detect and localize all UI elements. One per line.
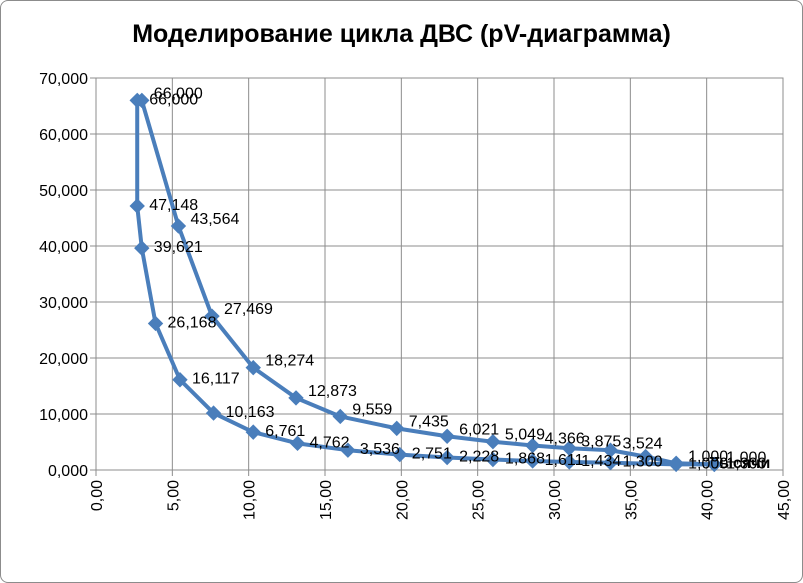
- data-label: 7,435: [409, 413, 449, 430]
- data-point: [289, 435, 306, 452]
- data-point: [205, 405, 222, 421]
- x-tick-label: 0,00: [89, 480, 106, 511]
- data-point: [485, 434, 501, 450]
- data-point: [668, 455, 684, 471]
- data-point: [392, 446, 408, 463]
- data-label: 26,168: [168, 314, 217, 331]
- data-point: [245, 424, 261, 440]
- plot-area: [95, 77, 784, 471]
- data-label: 12,873: [308, 383, 357, 400]
- data-point: [524, 453, 541, 469]
- data-label: 18,274: [265, 353, 314, 370]
- data-point: [170, 218, 187, 234]
- data-label: 27,469: [224, 301, 273, 318]
- data-label: 1,000: [688, 448, 728, 465]
- data-label: 10,163: [226, 404, 275, 421]
- x-tick-label: 30,00: [547, 480, 564, 520]
- data-point: [134, 240, 150, 256]
- data-label: 66,000: [149, 91, 198, 108]
- data-label: 2,228: [459, 449, 499, 466]
- y-tick-label: 0,000: [48, 463, 88, 480]
- data-label: 43,564: [190, 211, 239, 228]
- data-point: [561, 440, 577, 457]
- data-point: [561, 454, 577, 470]
- y-tick-label: 50,000: [39, 183, 88, 200]
- data-label: 1,868: [505, 451, 545, 468]
- data-point: [332, 408, 348, 425]
- y-tick-label: 60,000: [39, 127, 88, 144]
- y-tick-label: 40,000: [39, 239, 88, 256]
- data-point: [485, 451, 501, 468]
- y-tick-label: 20,000: [39, 351, 88, 368]
- data-label: 5,049: [505, 427, 545, 444]
- data-point: [204, 308, 220, 324]
- x-tick-label: 15,00: [318, 480, 335, 520]
- x-tick-label: 35,00: [623, 480, 640, 520]
- data-point: [439, 428, 455, 444]
- data-label: 9,559: [352, 401, 392, 418]
- data-point: [134, 92, 150, 109]
- y-tick-label: 30,000: [39, 295, 88, 312]
- data-point: [439, 449, 455, 466]
- data-label: 1,434: [581, 453, 621, 470]
- data-label: 4,366: [545, 431, 585, 448]
- data-label: 4,762: [310, 434, 350, 451]
- x-tick-label: 25,00: [471, 480, 488, 520]
- data-label: 1,300: [622, 454, 662, 471]
- data-label: 3,875: [581, 433, 621, 450]
- x-tick-label: 10,00: [242, 480, 259, 520]
- data-label: 1,000: [726, 449, 766, 466]
- data-point: [340, 442, 356, 458]
- x-tick-label: 45,00: [776, 480, 793, 520]
- data-label: 6,761: [265, 423, 305, 440]
- data-point: [389, 420, 405, 437]
- data-point: [288, 390, 304, 406]
- data-point: [602, 442, 619, 458]
- data-label: 47,148: [149, 197, 198, 214]
- data-label: 1,000: [726, 455, 766, 472]
- data-label: 66,000: [154, 85, 203, 102]
- data-label: 3,536: [360, 441, 400, 458]
- x-axis-title: Тысячи: [710, 455, 771, 472]
- data-point: [129, 198, 145, 214]
- data-label: 39,621: [154, 239, 203, 256]
- chart-title: Моделирование цикла ДВС (pV-диаграмма): [132, 20, 671, 48]
- data-label: 2,751: [412, 446, 452, 463]
- data-label: 16,117: [192, 371, 240, 388]
- data-point: [245, 359, 261, 376]
- data-point: [147, 315, 164, 332]
- x-tick-label: 5,00: [165, 480, 182, 511]
- data-point: [602, 455, 619, 471]
- data-label: 3,524: [622, 435, 662, 452]
- y-tick-label: 70,000: [39, 71, 88, 88]
- x-tick-label: 40,00: [700, 480, 717, 520]
- data-point: [172, 372, 188, 388]
- data-label: 1,000: [688, 455, 728, 472]
- data-point: [524, 437, 541, 454]
- x-tick-label: 20,00: [394, 480, 411, 520]
- data-point: [637, 448, 654, 465]
- data-label: 1,611: [545, 452, 584, 469]
- y-tick-label: 10,000: [39, 407, 88, 424]
- data-label: 6,021: [459, 421, 499, 438]
- data-point: [706, 456, 723, 473]
